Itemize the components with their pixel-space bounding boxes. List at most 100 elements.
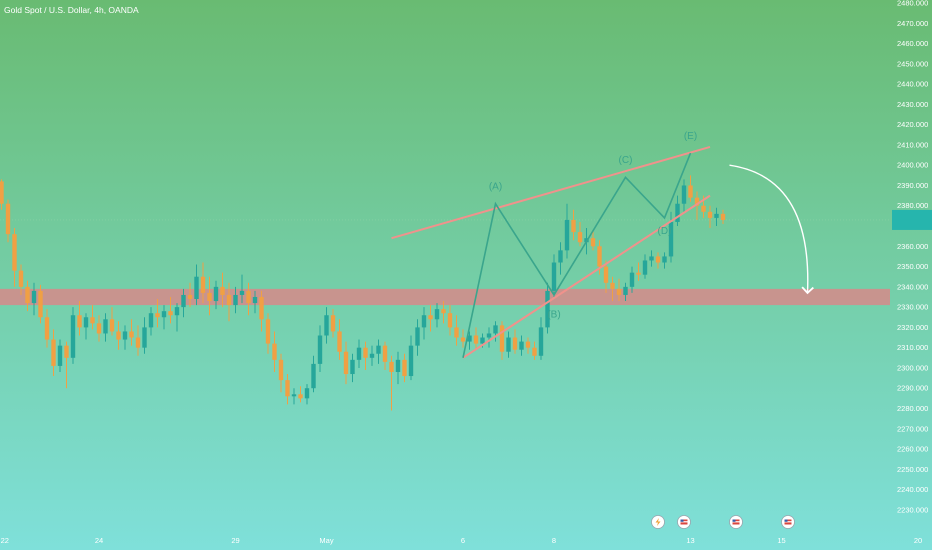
time-tick-label: 24: [95, 536, 103, 545]
price-tick-label: 2340.000: [897, 282, 928, 291]
flag-stripe: [680, 521, 688, 523]
wave-label: (E): [684, 131, 697, 142]
candle-body: [77, 315, 82, 328]
candle-body: [298, 394, 303, 399]
candle-body: [96, 323, 102, 334]
candle-body: [545, 290, 550, 328]
candle: [18, 264, 24, 295]
candle-body: [155, 313, 160, 318]
candle: [649, 250, 654, 267]
candle: [642, 254, 648, 279]
candle-body: [330, 315, 336, 332]
candle-body: [31, 290, 37, 304]
candle-body: [83, 317, 89, 328]
candle: [226, 282, 232, 322]
time-tick-label: 29: [231, 536, 239, 545]
candle: [655, 252, 661, 269]
price-tick-label: 2410.000: [897, 140, 928, 149]
candle: [376, 339, 381, 364]
lightning-glyph: [655, 518, 661, 526]
price-tick-label: 2450.000: [897, 59, 928, 68]
candle-body: [148, 313, 154, 328]
candle-body: [480, 337, 485, 344]
channel-upper-line: [391, 145, 711, 240]
candle-body: [25, 286, 30, 304]
candle-body: [382, 345, 388, 362]
candle: [291, 388, 297, 405]
candle: [720, 209, 726, 224]
price-tick-label: 2380.000: [897, 201, 928, 210]
candle-body: [116, 331, 121, 340]
price-tick-label: 2250.000: [897, 465, 928, 474]
candle-body: [226, 294, 232, 306]
candle-body: [473, 335, 479, 344]
time-tick-label: May: [319, 536, 333, 545]
candle: [181, 288, 186, 318]
symbol-title: Gold Spot / U.S. Dollar, 4h, OANDA: [4, 5, 139, 15]
price-tick-label: 2440.000: [897, 80, 928, 89]
candle-body: [187, 294, 193, 300]
candle-body: [64, 345, 69, 358]
candle: [571, 209, 576, 241]
candle-body: [506, 337, 511, 352]
candle-body: [317, 335, 323, 364]
candle: [519, 335, 524, 356]
candle: [428, 305, 433, 332]
candle-body: [532, 347, 537, 356]
candle-body: [675, 203, 680, 222]
candle-body: [558, 250, 563, 263]
candle: [616, 278, 622, 302]
candle-body: [246, 290, 251, 304]
candle: [200, 262, 206, 304]
candle: [155, 299, 160, 328]
candle: [623, 282, 628, 302]
candle-body: [194, 276, 199, 300]
candle-body: [44, 317, 50, 340]
candle: [629, 266, 635, 293]
candle-body: [493, 325, 498, 334]
candle: [252, 290, 258, 314]
candle-body: [168, 311, 173, 316]
candle: [337, 319, 342, 360]
candle-body: [70, 315, 76, 358]
candle-body: [343, 351, 349, 375]
candle: [129, 319, 134, 346]
price-tick-label: 2460.000: [897, 39, 928, 48]
candle-body: [122, 331, 128, 340]
candle: [83, 313, 89, 340]
wave-label: (C): [619, 155, 633, 166]
candle: [259, 290, 264, 332]
candle: [77, 301, 82, 336]
wave-path: [462, 152, 692, 358]
candle-body: [681, 185, 687, 204]
candle: [57, 339, 63, 372]
candle: [486, 327, 492, 348]
candle-body: [38, 290, 43, 318]
candle: [590, 230, 596, 251]
price-tick-label: 2430.000: [897, 100, 928, 109]
candle: [109, 307, 115, 336]
candle: [220, 272, 225, 308]
candle: [330, 309, 336, 338]
candle-body: [590, 238, 596, 247]
candle-body: [90, 317, 95, 324]
candle-body: [525, 341, 531, 348]
candle-body: [512, 337, 518, 350]
candle-body: [304, 388, 310, 399]
candle: [525, 337, 531, 354]
candle-body: [291, 394, 297, 397]
candle-body: [668, 221, 674, 257]
candle: [512, 329, 518, 354]
candle: [577, 221, 583, 247]
candle-body: [720, 213, 726, 220]
candle: [265, 313, 271, 354]
candle: [415, 319, 420, 356]
candle: [421, 307, 427, 340]
candle: [467, 331, 472, 350]
candle-body: [551, 262, 557, 291]
candle-body: [577, 232, 583, 243]
candle-body: [603, 266, 609, 283]
candle-body: [428, 315, 433, 320]
